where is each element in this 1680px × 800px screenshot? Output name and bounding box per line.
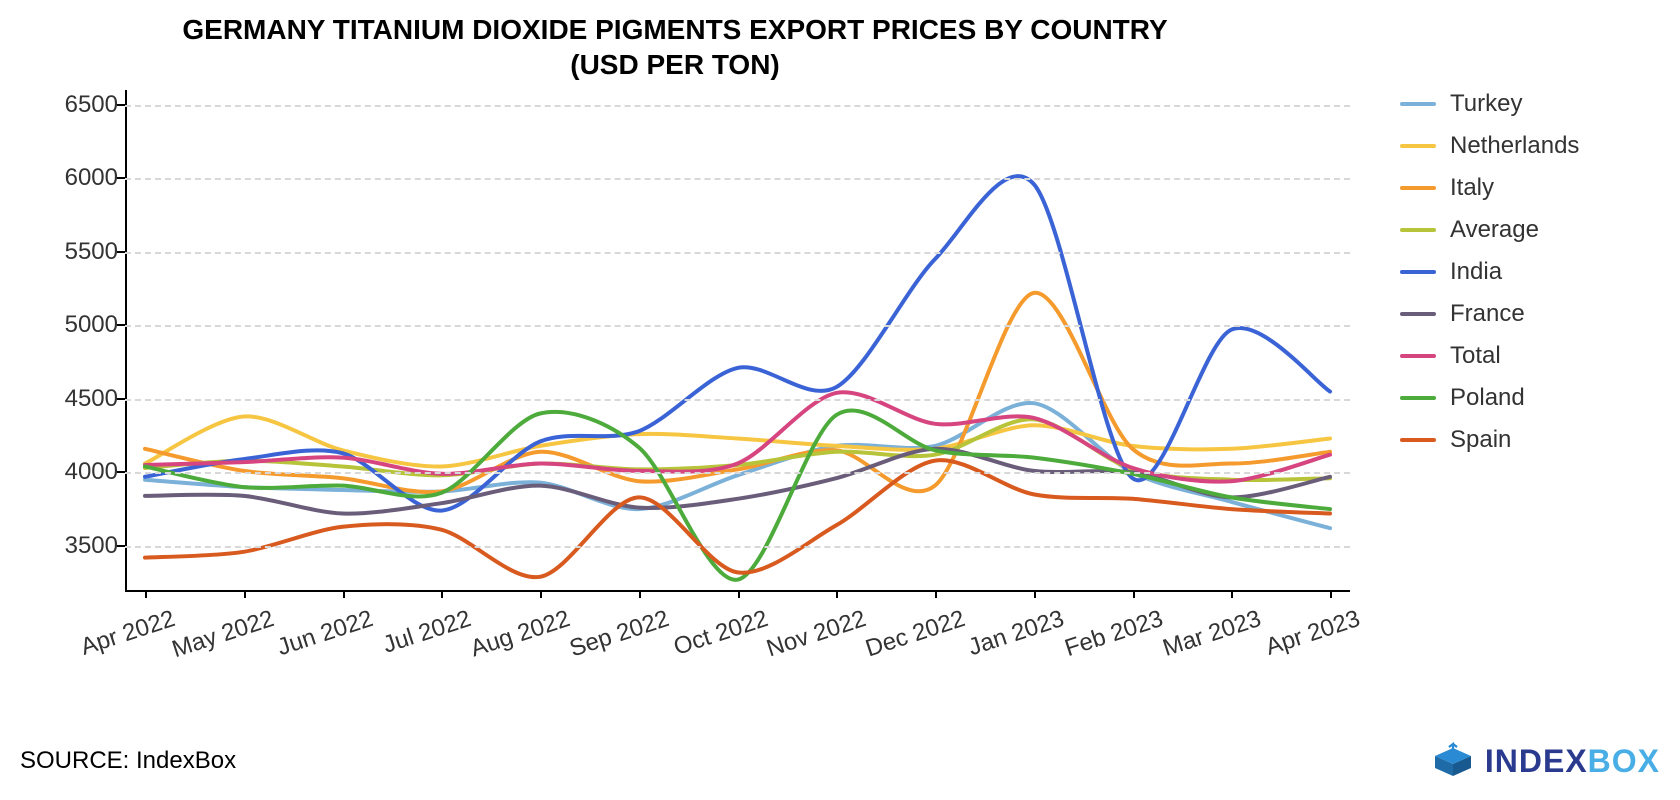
legend-label: Turkey [1450,90,1522,118]
x-tick-mark [935,590,937,598]
y-tick-label: 3500 [48,532,118,560]
legend-label: France [1450,300,1525,328]
legend-swatch [1400,102,1436,106]
y-tick-label: 6500 [48,91,118,119]
title-line-1: GERMANY TITANIUM DIOXIDE PIGMENTS EXPORT… [182,14,1167,45]
legend-label: Total [1450,342,1501,370]
legend-label: India [1450,258,1502,286]
grid-line [125,105,1350,107]
chart-area: 3500400045005000550060006500Apr 2022May … [55,90,1350,640]
y-tick-mark [117,471,125,473]
x-tick-mark [1330,590,1332,598]
legend-swatch [1400,396,1436,400]
grid-line [125,472,1350,474]
y-tick-mark [117,177,125,179]
legend-item-total: Total [1400,342,1579,370]
legend-item-netherlands: Netherlands [1400,132,1579,160]
legend-swatch [1400,354,1436,358]
legend-swatch [1400,312,1436,316]
x-tick-mark [343,590,345,598]
title-line-2: (USD PER TON) [570,49,780,80]
legend-label: Netherlands [1450,132,1579,160]
x-tick-mark [836,590,838,598]
x-tick-mark [441,590,443,598]
plot-region [125,90,1350,590]
grid-line [125,252,1350,254]
y-tick-label: 5000 [48,311,118,339]
legend-swatch [1400,186,1436,190]
legend-item-average: Average [1400,216,1579,244]
y-tick-mark [117,104,125,106]
brand-text-2: BOX [1588,743,1660,780]
grid-line [125,546,1350,548]
x-tick-mark [1133,590,1135,598]
legend-item-italy: Italy [1400,174,1579,202]
source-label: SOURCE: IndexBox [20,747,236,775]
legend-item-france: France [1400,300,1579,328]
x-tick-mark [738,590,740,598]
y-tick-label: 4500 [48,385,118,413]
x-tick-mark [639,590,641,598]
legend-label: Average [1450,216,1539,244]
legend-swatch [1400,144,1436,148]
y-tick-mark [117,251,125,253]
brand-logo: INDEXBOX [1431,742,1660,780]
x-tick-mark [145,590,147,598]
y-tick-mark [117,324,125,326]
x-tick-mark [1034,590,1036,598]
legend-label: Poland [1450,384,1525,412]
brand-icon [1431,742,1475,780]
y-tick-label: 6000 [48,164,118,192]
grid-line [125,399,1350,401]
series-poland [145,410,1330,579]
grid-line [125,325,1350,327]
chart-title: GERMANY TITANIUM DIOXIDE PIGMENTS EXPORT… [0,12,1350,82]
y-tick-label: 5500 [48,238,118,266]
legend-item-india: India [1400,258,1579,286]
legend-item-turkey: Turkey [1400,90,1579,118]
legend-swatch [1400,270,1436,274]
chart-container: GERMANY TITANIUM DIOXIDE PIGMENTS EXPORT… [0,0,1680,800]
x-tick-mark [244,590,246,598]
x-tick-mark [540,590,542,598]
legend-item-spain: Spain [1400,426,1579,454]
y-tick-label: 4000 [48,458,118,486]
grid-line [125,178,1350,180]
y-tick-mark [117,545,125,547]
brand-text-1: INDEX [1485,743,1588,780]
line-series-svg [125,90,1350,590]
y-tick-mark [117,398,125,400]
legend-label: Italy [1450,174,1494,202]
legend: Turkey Netherlands Italy Average India France… [1400,90,1579,468]
legend-swatch [1400,228,1436,232]
legend-swatch [1400,438,1436,442]
legend-label: Spain [1450,426,1511,454]
x-tick-mark [1231,590,1233,598]
legend-item-poland: Poland [1400,384,1579,412]
